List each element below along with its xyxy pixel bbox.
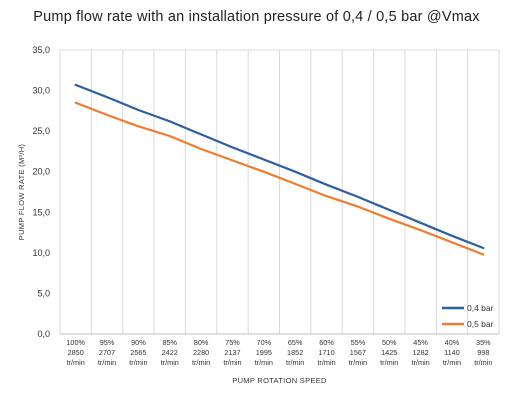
chart-title: Pump flow rate with an installation pres…	[0, 9, 513, 25]
y-tick-label: 25,0	[32, 126, 50, 136]
y-tick-label: 5,0	[37, 288, 50, 298]
y-tick-label: 0,0	[37, 329, 50, 339]
y-tick-label: 20,0	[32, 167, 50, 177]
grid-lines	[91, 50, 467, 334]
y-tick-label: 15,0	[32, 207, 50, 217]
x-axis-title: PUMP ROTATION SPEED	[232, 376, 327, 385]
legend-label: 0,5 bar	[467, 319, 494, 329]
legend-label: 0,4 bar	[467, 303, 494, 313]
y-tick-label: 10,0	[32, 248, 50, 258]
y-tick-label: 30,0	[32, 86, 50, 96]
y-tick-label: 35,0	[32, 45, 50, 55]
y-tick-labels: 0,0 5,0 10,0 15,0 20,0 25,0 30,0 35,0	[32, 45, 50, 339]
y-axis-title: PUMP FLOW RATE (M³/H)	[17, 144, 26, 241]
